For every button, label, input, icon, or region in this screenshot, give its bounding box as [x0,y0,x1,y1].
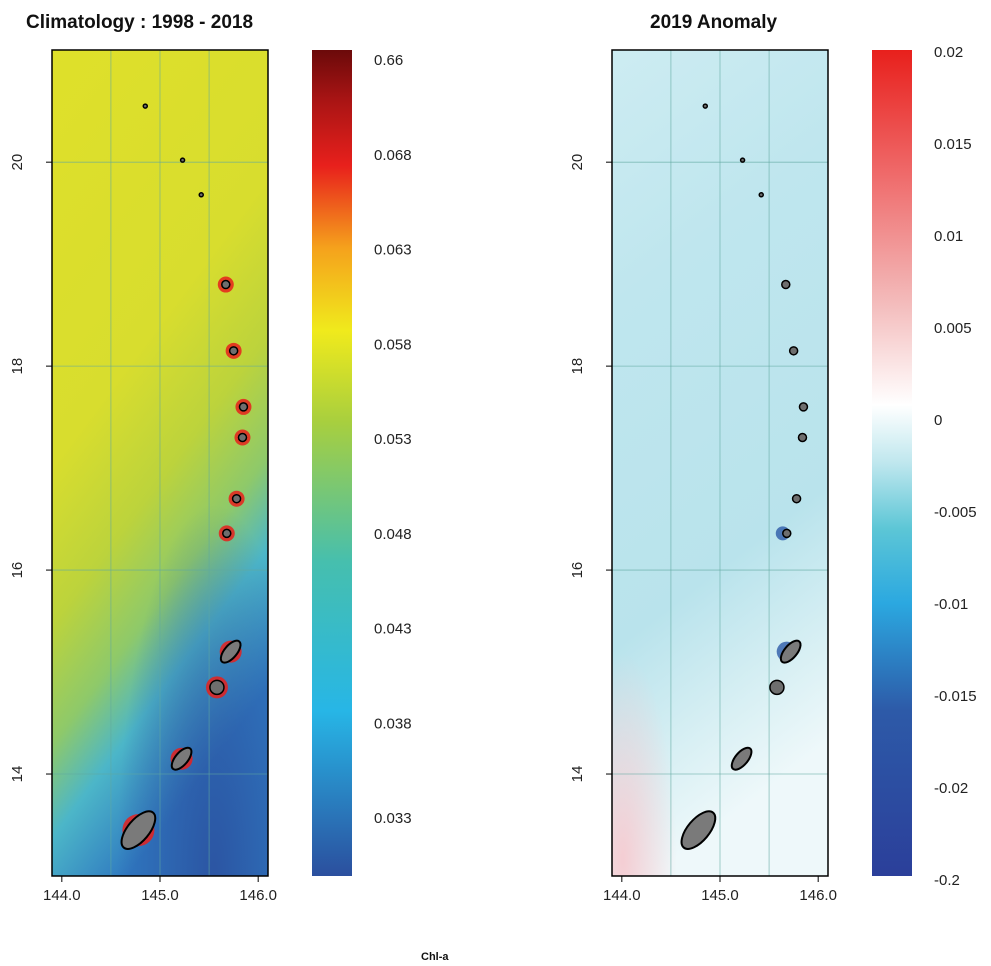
island-marker [797,432,808,443]
colorbar-tick-label: 0.66 [374,52,403,69]
climatology-title: Climatology : 1998 - 2018 [26,12,253,33]
island-marker [120,810,157,850]
colorbar-tick-label: 0.038 [374,715,412,732]
y-tick-label: 20 [9,154,26,171]
y-tick-label: 18 [9,358,26,375]
island-marker [221,279,231,290]
y-tick-label: 20 [569,154,586,171]
anomaly-islands [680,103,809,850]
anomaly-panel: 2019 Anomaly 144.0 145.0 146.0 14 16 18 20 0.… [569,12,977,904]
climatology-panel: Climatology : 1998 - 2018 144.0 145.0 146.… [9,12,412,904]
island-marker [680,810,717,850]
climatology-colorbar-labels: 0.66 0.068 0.063 0.058 0.053 0.048 0.043 0.038 0… [374,52,412,827]
colorbar-tick-label: 0.048 [374,526,412,543]
colorbar-tick-label: 0.015 [934,136,972,153]
island-marker [781,279,791,290]
island-marker [779,639,802,664]
island-marker [798,402,809,412]
island-marker [209,679,225,696]
island-marker [782,528,792,539]
x-tick-label: 144.0 [603,887,641,904]
climatology-grid [52,50,268,876]
y-tick-label: 18 [569,358,586,375]
anomaly-colorbar-labels: 0.02 0.015 0.01 0.005 0 -0.005 -0.01 -0.015 -0.0… [934,44,977,889]
island-marker [228,346,239,356]
anomaly-grid [612,50,828,876]
island-marker [758,192,764,198]
island-marker [219,639,242,664]
colorbar-tick-label: -0.2 [934,872,960,889]
island-marker [222,528,232,539]
colorbar-tick-label: -0.02 [934,780,968,797]
island-marker [142,103,149,109]
island-marker [730,746,753,771]
colorbar-tick-label: 0.058 [374,336,412,353]
x-tick-label: 146.0 [799,887,837,904]
island-marker [198,192,204,198]
island-marker [791,493,802,504]
anomaly-colorbar [872,50,912,876]
colorbar-tick-label: 0.068 [374,147,412,164]
footer-variable-label: Chl-a [421,951,449,963]
colorbar-tick-label: 0.033 [374,810,412,827]
island-marker [238,402,249,412]
island-marker [769,679,785,696]
colorbar-tick-label: 0.005 [934,320,972,337]
climatology-islands [120,103,252,850]
island-marker [170,746,193,771]
y-tick-label: 16 [9,562,26,579]
island-marker [739,157,746,163]
anomaly-x-axis: 144.0 145.0 146.0 [603,876,837,904]
anomaly-title: 2019 Anomaly [650,12,778,33]
x-tick-label: 145.0 [701,887,739,904]
colorbar-tick-label: -0.01 [934,596,968,613]
x-tick-label: 146.0 [239,887,277,904]
y-tick-label: 14 [569,766,586,783]
colorbar-tick-label: -0.015 [934,688,977,705]
x-tick-label: 144.0 [43,887,81,904]
x-tick-label: 145.0 [141,887,179,904]
colorbar-tick-label: 0.063 [374,242,412,259]
climatology-colorbar [312,50,352,876]
colorbar-tick-label: -0.005 [934,504,977,521]
colorbar-tick-label: 0.02 [934,44,963,61]
colorbar-tick-label: 0.043 [374,621,412,638]
y-tick-label: 14 [9,766,26,783]
island-marker [237,432,248,443]
anomaly-y-axis: 14 16 18 20 [569,154,612,783]
island-marker [231,493,242,504]
island-marker [788,346,799,356]
colorbar-tick-label: 0 [934,412,942,429]
climatology-y-axis: 14 16 18 20 [9,154,52,783]
climatology-x-axis: 144.0 145.0 146.0 [43,876,277,904]
colorbar-tick-label: 0.053 [374,431,412,448]
colorbar-tick-label: 0.01 [934,228,963,245]
island-marker [179,157,186,163]
island-marker [702,103,709,109]
y-tick-label: 16 [569,562,586,579]
